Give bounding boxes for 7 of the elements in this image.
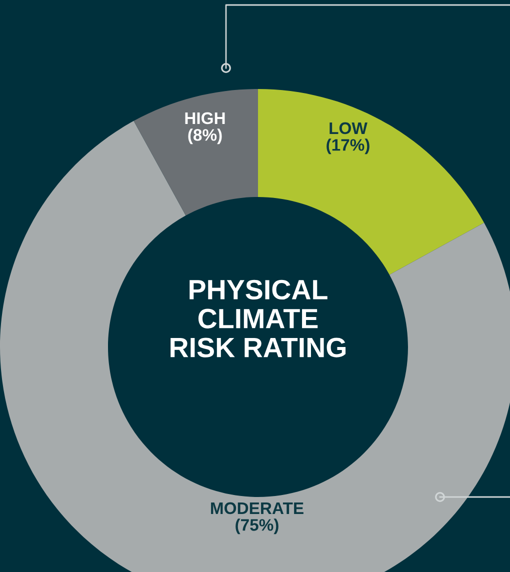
data-label: (75%) [236, 518, 278, 534]
slice-label: LOW [330, 122, 368, 134]
slice-label: MODERATE [211, 502, 304, 514]
data-label: (17%) [326, 138, 370, 154]
text: PHYSICAL CLIMATE RISK RATING [170, 280, 346, 358]
slice-label: HIGH [185, 112, 225, 124]
data-label: (8%) [188, 128, 222, 144]
